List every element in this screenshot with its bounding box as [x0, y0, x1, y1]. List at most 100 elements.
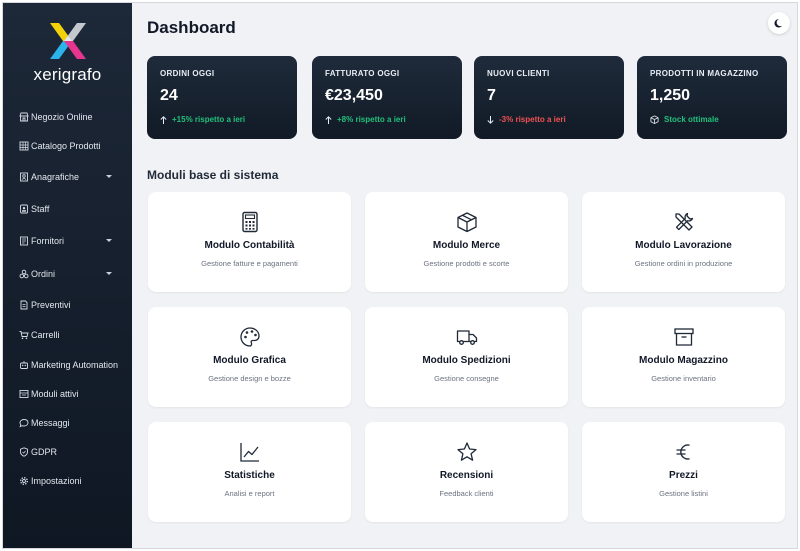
module-card-merce[interactable]: Modulo Merce Gestione prodotti e scorte — [365, 192, 568, 292]
sidebar-item-label: Anagrafiche — [31, 172, 80, 182]
stat-card-prodotti-in-magazzino: PRODOTTI IN MAGAZZINO 1,250 Stock ottima… — [637, 56, 787, 139]
calculator-icon — [148, 210, 351, 234]
module-card-magazzino[interactable]: Modulo Magazzino Gestione inventario — [582, 307, 785, 407]
stat-trend: +15% rispetto a ieri — [160, 115, 297, 124]
module-card-subtitle: Analisi e report — [224, 489, 275, 498]
cart-icon — [18, 329, 29, 340]
xerigrafo-logo-icon — [49, 23, 86, 59]
stat-trend-text: Stock ottimale — [664, 115, 719, 124]
sidebar-item-staff[interactable]: Staff — [3, 203, 132, 215]
stat-label: ORDINI OGGI — [160, 69, 215, 78]
sidebar-item-label: Catalogo Prodotti — [31, 141, 101, 151]
sidebar-item-label: GDPR — [31, 447, 58, 457]
stat-value: 24 — [160, 87, 178, 104]
chevron-down-icon[interactable] — [106, 239, 112, 242]
stat-card-nuovi-clienti: NUOVI CLIENTI 7 -3% rispetto a ieri — [474, 56, 624, 139]
stat-value: 1,250 — [650, 87, 691, 104]
module-card-subtitle: Gestione ordini in produzione — [634, 259, 733, 268]
sidebar-item-messaggi[interactable]: Messaggi — [3, 417, 132, 429]
main-content: Dashboard ORDINI OGGI 24 +15% rispetto a… — [132, 3, 797, 548]
module-card-lavorazione[interactable]: Modulo Lavorazione Gestione ordini in pr… — [582, 192, 785, 292]
theme-toggle-button[interactable] — [768, 12, 790, 34]
stat-trend-text: +8% rispetto a ieri — [337, 115, 406, 124]
module-card-subtitle: Feedback clienti — [439, 489, 494, 498]
module-card-subtitle: Gestione prodotti e scorte — [423, 259, 510, 268]
boxes-icon — [18, 268, 29, 279]
chevron-down-icon[interactable] — [106, 175, 112, 178]
grid-icon — [18, 140, 29, 151]
sidebar-item-label: Moduli attivi — [31, 389, 79, 399]
package-icon — [365, 210, 568, 234]
sidebar-item-label: Preventivi — [31, 300, 71, 310]
module-card-subtitle: Gestione listini — [659, 489, 708, 498]
module-card-recensioni[interactable]: Recensioni Feedback clienti — [365, 422, 568, 522]
stat-card-fatturato-oggi: FATTURATO OGGI €23,450 +8% rispetto a ie… — [312, 56, 462, 139]
document-icon — [18, 299, 29, 310]
supplier-icon — [18, 235, 29, 246]
arrow-down-icon — [487, 115, 494, 124]
sidebar-item-carrelli[interactable]: Carrelli — [3, 329, 132, 341]
module-card-subtitle: Gestione design e bozze — [208, 374, 291, 383]
chat-icon — [18, 417, 29, 428]
module-card-title: Modulo Lavorazione — [635, 240, 732, 251]
section-title: Moduli base di sistema — [147, 168, 279, 182]
sidebar-item-label: Impostazioni — [31, 476, 82, 486]
sidebar-item-label: Marketing Automation — [31, 360, 119, 370]
stat-card-ordini-oggi: ORDINI OGGI 24 +15% rispetto a ieri — [147, 56, 297, 139]
sidebar-item-anagrafiche[interactable]: Anagrafiche — [3, 171, 132, 183]
module-card-title: Modulo Grafica — [213, 355, 286, 366]
page-title: Dashboard — [147, 18, 236, 37]
chevron-down-icon[interactable] — [106, 272, 112, 275]
modules-icon — [18, 388, 29, 399]
contacts-icon — [18, 171, 29, 182]
module-card-title: Statistiche — [224, 470, 275, 481]
arrow-up-icon — [325, 115, 332, 124]
module-card-title: Modulo Merce — [432, 240, 501, 251]
sidebar-item-label: Staff — [31, 204, 50, 214]
sidebar-item-gdpr[interactable]: GDPR — [3, 446, 132, 458]
module-card-title: Modulo Magazzino — [639, 355, 728, 366]
line-chart-icon — [148, 440, 351, 464]
module-card-grafica[interactable]: Modulo Grafica Gestione design e bozze — [148, 307, 351, 407]
sidebar-item-fornitori[interactable]: Fornitori — [3, 235, 132, 247]
palette-icon — [148, 325, 351, 349]
shield-icon — [18, 446, 29, 457]
gear-icon — [18, 475, 29, 486]
store-icon — [18, 111, 29, 122]
sidebar-item-ordini[interactable]: Ordini — [3, 268, 132, 280]
sidebar-item-label: Negozio Online — [31, 112, 93, 122]
sidebar-item-preventivi[interactable]: Preventivi — [3, 299, 132, 311]
sidebar-item-catalogo-prodotti[interactable]: Catalogo Prodotti — [3, 140, 132, 152]
sidebar-item-label: Messaggi — [31, 418, 70, 428]
stat-value: €23,450 — [325, 87, 383, 104]
stat-label: FATTURATO OGGI — [325, 69, 400, 78]
module-card-title: Recensioni — [439, 470, 494, 481]
sidebar-item-moduli-attivi[interactable]: Moduli attivi — [3, 388, 132, 400]
stat-trend: Stock ottimale — [650, 115, 787, 124]
box-icon — [650, 115, 659, 124]
module-card-spedizioni[interactable]: Modulo Spedizioni Gestione consegne — [365, 307, 568, 407]
stat-label: NUOVI CLIENTI — [487, 69, 550, 78]
stat-trend: -3% rispetto a ieri — [487, 115, 624, 124]
stat-trend-text: +15% rispetto a ieri — [172, 115, 246, 124]
module-card-subtitle: Gestione consegne — [434, 374, 499, 383]
sidebar-nav: Negozio Online Catalogo Prodotti Anagraf… — [3, 103, 132, 487]
sidebar-item-impostazioni[interactable]: Impostazioni — [3, 475, 132, 487]
stat-value: 7 — [487, 87, 496, 104]
module-card-contabilita[interactable]: Modulo Contabilità Gestione fatture e pa… — [148, 192, 351, 292]
module-card-title: Modulo Contabilità — [204, 240, 295, 251]
badge-icon — [18, 203, 29, 214]
truck-icon — [365, 325, 568, 349]
module-card-prezzi[interactable]: Prezzi Gestione listini — [582, 422, 785, 522]
sidebar: xerigrafo Negozio Online Catalogo Prodot… — [3, 3, 132, 548]
arrow-up-icon — [160, 115, 167, 124]
brand-name: xerigrafo — [33, 65, 102, 84]
module-card-title: Prezzi — [669, 470, 698, 481]
sidebar-item-marketing-automation[interactable]: Marketing Automation — [3, 359, 132, 371]
module-card-statistiche[interactable]: Statistiche Analisi e report — [148, 422, 351, 522]
stat-trend: +8% rispetto a ieri — [325, 115, 462, 124]
brand-logo[interactable]: xerigrafo — [3, 13, 132, 88]
sidebar-item-negozio-online[interactable]: Negozio Online — [3, 111, 132, 123]
module-card-title: Modulo Spedizioni — [422, 355, 511, 366]
